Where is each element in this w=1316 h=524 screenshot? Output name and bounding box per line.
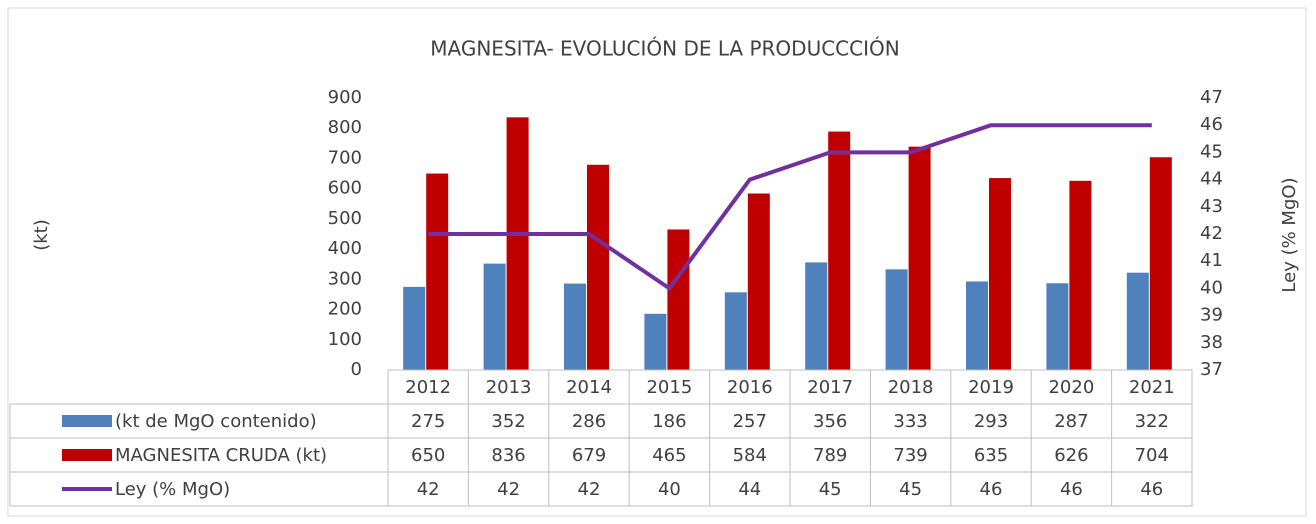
- table-value: 293: [974, 411, 1008, 432]
- y-tick-label: 0: [351, 359, 362, 380]
- bar: [667, 229, 690, 370]
- y2-tick-label: 41: [1200, 250, 1223, 271]
- legend-label: MAGNESITA CRUDA (kt): [115, 445, 327, 466]
- table-value: 46: [980, 479, 1003, 500]
- table-value: 46: [1060, 479, 1083, 500]
- bar: [1149, 157, 1172, 370]
- table-value: 322: [1135, 411, 1169, 432]
- x-tick-label: 2014: [566, 377, 612, 398]
- y2-tick-label: 38: [1200, 332, 1223, 353]
- chart-border: [7, 7, 1307, 517]
- table-value: 287: [1054, 411, 1088, 432]
- legend-label: (kt de MgO contenido): [115, 411, 317, 432]
- bar: [908, 146, 931, 370]
- y2-tick-label: 37: [1200, 359, 1223, 380]
- legend-key: [62, 415, 112, 427]
- table-value: 186: [652, 411, 686, 432]
- table-value: 45: [819, 479, 842, 500]
- y-tick-label: 400: [328, 238, 362, 259]
- bar: [403, 286, 426, 370]
- table-value: 42: [497, 479, 520, 500]
- y-tick-label: 200: [328, 299, 362, 320]
- bar: [426, 173, 449, 370]
- x-tick-label: 2020: [1048, 377, 1094, 398]
- bar: [966, 281, 988, 370]
- y-tick-label: 300: [328, 268, 362, 289]
- x-tick-label: 2016: [727, 377, 773, 398]
- table-value: 704: [1135, 445, 1169, 466]
- x-tick-label: 2013: [486, 377, 532, 398]
- table-value: 465: [652, 445, 686, 466]
- bar: [483, 263, 506, 370]
- table-value: 333: [893, 411, 927, 432]
- y2-tick-label: 40: [1200, 277, 1223, 298]
- bar: [564, 283, 586, 370]
- table-value: 679: [572, 445, 606, 466]
- table-value: 650: [411, 445, 445, 466]
- table-value: 836: [491, 445, 525, 466]
- y2-tick-label: 43: [1200, 196, 1223, 217]
- chart-title: MAGNESITA- EVOLUCIÓN DE LA PRODUCCCIÓN: [430, 37, 899, 61]
- bar: [885, 269, 908, 370]
- bar: [1069, 180, 1092, 370]
- y-tick-label: 800: [328, 117, 362, 138]
- bar: [989, 178, 1011, 370]
- bar: [805, 262, 828, 370]
- y2-tick-label: 46: [1200, 114, 1223, 135]
- y-axis-label: (kt): [31, 219, 52, 251]
- table-value: 626: [1054, 445, 1088, 466]
- y-tick-label: 700: [328, 147, 362, 168]
- bar: [724, 292, 747, 370]
- bar: [747, 193, 770, 370]
- x-tick-label: 2019: [968, 377, 1014, 398]
- x-tick-label: 2017: [807, 377, 853, 398]
- bar: [1126, 272, 1149, 370]
- y2-tick-label: 44: [1200, 169, 1223, 190]
- x-tick-label: 2021: [1129, 377, 1175, 398]
- table-value: 257: [733, 411, 767, 432]
- x-tick-label: 2015: [646, 377, 692, 398]
- y2-tick-label: 45: [1200, 141, 1223, 162]
- table-value: 45: [899, 479, 922, 500]
- bar: [1046, 283, 1069, 370]
- table-value: 46: [1140, 479, 1163, 500]
- y-tick-label: 600: [328, 178, 362, 199]
- bar: [506, 117, 529, 370]
- bar: [828, 131, 851, 370]
- bar: [587, 164, 609, 370]
- y2-tick-label: 42: [1200, 223, 1223, 244]
- legend-key: [62, 449, 112, 461]
- table-value: 42: [417, 479, 440, 500]
- table-value: 789: [813, 445, 847, 466]
- table-value: 275: [411, 411, 445, 432]
- bar: [644, 313, 667, 370]
- y-tick-label: 500: [328, 208, 362, 229]
- y2-tick-label: 39: [1200, 305, 1223, 326]
- table-value: 635: [974, 445, 1008, 466]
- table-value: 44: [738, 479, 761, 500]
- table-value: 584: [733, 445, 767, 466]
- table-value: 352: [491, 411, 525, 432]
- x-tick-label: 2012: [405, 377, 451, 398]
- y2-axis-label: Ley (% MgO): [1279, 177, 1300, 292]
- y2-tick-label: 47: [1200, 87, 1223, 108]
- table-value: 356: [813, 411, 847, 432]
- table-value: 40: [658, 479, 681, 500]
- y-tick-label: 900: [328, 87, 362, 108]
- table-value: 739: [893, 445, 927, 466]
- y-tick-label: 100: [328, 329, 362, 350]
- legend-label: Ley (% MgO): [115, 479, 230, 500]
- x-tick-label: 2018: [888, 377, 934, 398]
- table-row: [9, 471, 1193, 507]
- table-value: 42: [578, 479, 601, 500]
- line-series: [428, 123, 1152, 291]
- table-value: 286: [572, 411, 606, 432]
